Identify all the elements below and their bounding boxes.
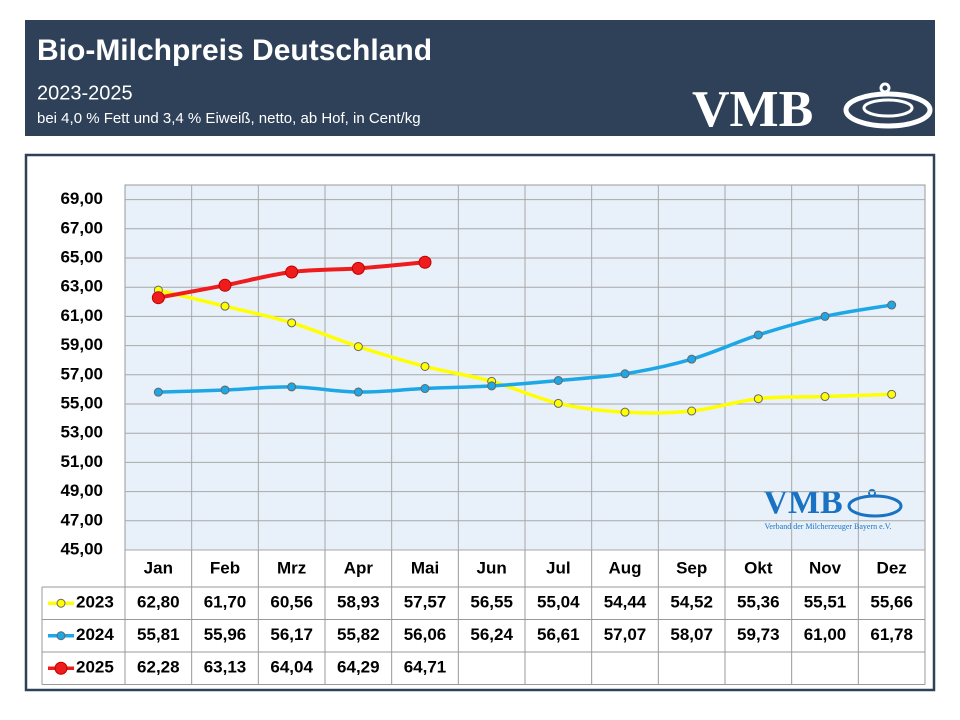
table-value: 64,04	[270, 658, 313, 677]
table-value: 62,80	[137, 593, 180, 612]
series-marker	[353, 387, 363, 397]
series-marker	[287, 318, 297, 328]
series-line	[157, 288, 892, 415]
series-marker	[753, 330, 763, 340]
series-marker	[753, 394, 763, 404]
series-marker	[418, 255, 432, 269]
y-tick-label: 51,00	[60, 452, 103, 471]
y-tick-label: 63,00	[60, 277, 103, 296]
series-marker	[887, 389, 897, 399]
x-tick-label: Nov	[809, 558, 842, 577]
table-value: 56,24	[470, 625, 513, 644]
x-tick-label: Aug	[608, 558, 641, 577]
x-tick-label: Jan	[144, 558, 173, 577]
table-value: 64,29	[337, 658, 380, 677]
series-marker	[820, 311, 830, 321]
series-marker	[287, 382, 297, 392]
series-marker	[553, 375, 563, 385]
table-value: 55,96	[204, 625, 247, 644]
header-logo: VMB	[692, 81, 813, 138]
plot-logo-swirl	[847, 489, 903, 518]
table-value: 54,44	[604, 593, 647, 612]
y-tick-label: 53,00	[60, 423, 103, 442]
series-marker	[351, 261, 365, 275]
table-value: 57,07	[604, 625, 647, 644]
series-marker	[151, 291, 165, 305]
x-tick-label: Feb	[210, 558, 240, 577]
table-value: 63,13	[204, 658, 247, 677]
legend-marker	[56, 631, 66, 641]
y-tick-label: 67,00	[60, 218, 103, 237]
legend-label: 2025	[76, 658, 114, 677]
series-marker	[487, 381, 497, 391]
legend-marker	[56, 598, 66, 608]
table-value: 58,93	[337, 593, 380, 612]
series-marker	[353, 342, 363, 352]
x-tick-label: Sep	[676, 558, 707, 577]
series-marker	[687, 406, 697, 416]
x-tick-label: Mai	[411, 558, 439, 577]
series-marker	[420, 384, 430, 394]
table-value: 62,28	[137, 658, 180, 677]
chart-subtitle: 2023-2025	[37, 82, 133, 104]
plot-logo: VMB	[763, 484, 842, 521]
table-value: 55,81	[137, 625, 180, 644]
series-marker	[620, 407, 630, 417]
series-marker	[820, 392, 830, 402]
series-marker	[887, 300, 897, 310]
y-tick-label: 69,00	[60, 189, 103, 208]
legend-label: 2024	[76, 625, 114, 644]
legend-marker	[54, 661, 68, 675]
table-value: 54,52	[670, 593, 713, 612]
table-value: 58,07	[670, 625, 713, 644]
series-marker	[153, 387, 163, 397]
header	[25, 20, 935, 136]
chart-title: Bio-Milchpreis Deutschland	[37, 34, 432, 67]
series-line	[158, 303, 892, 394]
table-value: 55,04	[537, 593, 580, 612]
table-value: 56,55	[470, 593, 513, 612]
table-value: 60,56	[270, 593, 313, 612]
y-tick-label: 61,00	[60, 306, 103, 325]
table-value: 55,66	[870, 593, 913, 612]
x-tick-label: Dez	[877, 558, 907, 577]
x-tick-label: Jul	[546, 558, 571, 577]
header-logo-swirl	[843, 82, 933, 129]
x-tick-label: Okt	[744, 558, 773, 577]
plot-logo-caption: Verband der Milcherzeuger Bayern e.V.	[765, 522, 892, 531]
y-tick-label: 55,00	[60, 393, 103, 412]
x-tick-label: Apr	[344, 558, 374, 577]
x-tick-label: Mrz	[277, 558, 306, 577]
table-value: 61,78	[870, 625, 913, 644]
y-tick-label: 47,00	[60, 510, 103, 529]
table-value: 55,82	[337, 625, 380, 644]
series-marker	[220, 301, 230, 311]
legend-label: 2023	[76, 593, 114, 612]
table-value: 55,36	[737, 593, 780, 612]
series-marker	[687, 354, 697, 364]
table-value: 61,70	[204, 593, 247, 612]
y-tick-label: 65,00	[60, 247, 103, 266]
series-marker	[420, 361, 430, 371]
chart-note: bei 4,0 % Fett und 3,4 % Eiweiß, netto, …	[37, 110, 421, 127]
x-tick-label: Jun	[477, 558, 507, 577]
series-marker	[553, 398, 563, 408]
table-value: 55,51	[804, 593, 847, 612]
table-value: 59,73	[737, 625, 780, 644]
table-value: 61,00	[804, 625, 847, 644]
table-value: 56,17	[270, 625, 313, 644]
y-tick-label: 49,00	[60, 481, 103, 500]
series-marker	[220, 385, 230, 395]
series-marker	[620, 369, 630, 379]
y-tick-label: 59,00	[60, 335, 103, 354]
table-value: 56,61	[537, 625, 580, 644]
table-value: 57,57	[404, 593, 447, 612]
y-tick-label: 57,00	[60, 364, 103, 383]
series-marker	[285, 265, 299, 279]
series-marker	[218, 278, 232, 292]
table-value: 64,71	[404, 658, 447, 677]
table-value: 56,06	[404, 625, 447, 644]
y-tick-label: 45,00	[60, 539, 103, 558]
